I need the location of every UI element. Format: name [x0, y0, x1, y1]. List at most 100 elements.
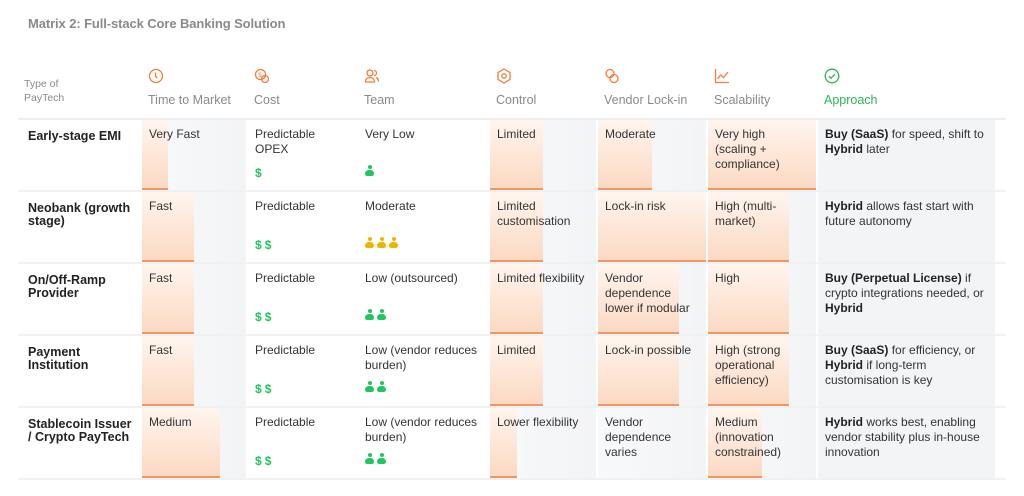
- time-to-market-level-bar: [142, 264, 194, 334]
- control-cell: Limited: [490, 336, 596, 406]
- approach-cell: Hybrid works best, enabling vendor stabi…: [818, 408, 995, 478]
- person-icon: [377, 237, 386, 248]
- column-header: Approach: [818, 64, 995, 118]
- control-value: Limited customisation: [497, 199, 571, 228]
- approach-text: if long-term customisation is key: [825, 358, 933, 387]
- control-level-bar: [490, 120, 543, 190]
- scalability-value: High (multi-market): [715, 199, 777, 228]
- approach-emphasis: Hybrid: [825, 199, 864, 213]
- team-value: Low (vendor reduces burden): [365, 343, 478, 372]
- spacer: [995, 64, 1006, 118]
- team-cell: Very Low: [358, 120, 490, 190]
- coins-icon: $: [254, 68, 270, 84]
- hexagon-gear-icon: [496, 68, 512, 84]
- cost-cell: Predictable $ $: [248, 336, 358, 406]
- team-size-rating: [365, 453, 386, 464]
- cost-cell: Predictable $ $: [248, 192, 358, 262]
- users-icon: [364, 68, 380, 84]
- control-level-bar: [490, 336, 543, 406]
- scalability-level-bar: [708, 408, 762, 478]
- scalability-value: Very high (scaling + compliance): [715, 127, 780, 171]
- scalability-value: Medium (innovation constrained): [715, 415, 782, 459]
- approach-text: for speed, shift to: [888, 127, 984, 141]
- column-header: Scalability: [708, 64, 818, 118]
- svg-text:$: $: [258, 73, 262, 79]
- column-header-label: Approach: [824, 93, 878, 107]
- cost-cell: Predictable $ $: [248, 408, 358, 478]
- cost-value: Predictable: [255, 271, 316, 285]
- team-size-rating: [365, 309, 386, 320]
- scalability-cell: High (multi-market): [708, 192, 816, 262]
- time-to-market-value: Fast: [149, 199, 173, 213]
- spacer: [995, 192, 1006, 262]
- vendor-lock-in-value: Lock-in possible: [605, 343, 692, 357]
- time-to-market-level-bar: [142, 120, 168, 190]
- dollar-icon: $: [264, 310, 272, 324]
- vendor-lock-in-cell: Lock-in risk: [598, 192, 706, 262]
- column-header: Time to Market: [142, 64, 248, 118]
- control-value: Lower flexibility: [497, 415, 579, 429]
- approach-emphasis: Buy (SaaS): [825, 127, 889, 141]
- control-cell: Lower flexibility: [490, 408, 596, 478]
- approach-text: allows fast start with future autonomy: [825, 199, 974, 228]
- person-icon: [365, 237, 374, 248]
- column-header-label: Time to Market: [148, 93, 231, 107]
- team-value: Moderate: [365, 199, 416, 213]
- vendor-lock-in-level-bar: [598, 264, 679, 334]
- column-header: Vendor Lock-in: [598, 64, 708, 118]
- vendor-lock-in-level-bar: [598, 192, 706, 262]
- vendor-lock-in-level-bar: [598, 336, 679, 406]
- dollar-icon: $: [264, 454, 272, 468]
- comparison-matrix: Type of PayTech Time to Market $ Cost Team Co…: [18, 64, 1006, 480]
- column-header: $ Cost: [248, 64, 358, 118]
- person-icon: [377, 381, 386, 392]
- table-row: Payment Institution Fast Predictable $ $ Low …: [18, 336, 1006, 408]
- dollar-icon: $: [255, 454, 262, 468]
- column-header: Control: [490, 64, 598, 118]
- time-to-market-value: Fast: [149, 271, 173, 285]
- person-icon: [365, 165, 374, 176]
- cost-value: Predictable: [255, 415, 316, 429]
- time-to-market-cell: Fast: [142, 336, 246, 406]
- column-header-label: Vendor Lock-in: [604, 93, 688, 107]
- scalability-level-bar: [708, 192, 789, 262]
- team-size-rating: [365, 237, 398, 248]
- scalability-cell: Very high (scaling + compliance): [708, 120, 816, 190]
- vendor-lock-in-level-bar: [598, 120, 652, 190]
- time-to-market-level-bar: [142, 336, 194, 406]
- header-row: Type of PayTech Time to Market $ Cost Team Co…: [18, 64, 1006, 120]
- vendor-lock-in-value: Lock-in risk: [605, 199, 666, 213]
- column-header-label: Team: [364, 93, 395, 107]
- cost-rating: $ $: [255, 238, 271, 253]
- scalability-cell: Medium (innovation constrained): [708, 408, 816, 478]
- spacer: [995, 120, 1006, 190]
- team-value: Very Low: [365, 127, 415, 141]
- team-value: Low (vendor reduces burden): [365, 415, 478, 444]
- scalability-level-bar: [708, 120, 816, 190]
- approach-cell: Buy (SaaS) for efficiency, or Hybrid if …: [818, 336, 995, 406]
- dollar-icon: $: [255, 382, 262, 396]
- scalability-level-bar: [708, 336, 789, 406]
- control-level-bar: [490, 264, 543, 334]
- table-row: Early-stage EMI Very Fast Predictable OPEX…: [18, 120, 1006, 192]
- team-cell: Low (outsourced): [358, 264, 490, 334]
- clock-icon: [148, 68, 164, 84]
- paytech-type: Payment Institution: [28, 345, 89, 372]
- cost-cell: Predictable $ $: [248, 264, 358, 334]
- cost-rating: $: [255, 166, 262, 181]
- page-title: Matrix 2: Full-stack Core Banking Soluti…: [28, 16, 286, 31]
- control-level-bar: [490, 192, 543, 262]
- person-icon: [377, 453, 386, 464]
- approach-cell: Hybrid allows fast start with future aut…: [818, 192, 995, 262]
- approach-emphasis: Hybrid: [825, 358, 864, 372]
- table-row: On/Off-Ramp Provider Fast Predictable $ $ Low…: [18, 264, 1006, 336]
- team-size-rating: [365, 165, 374, 176]
- approach-emphasis: Buy (Perpetual License): [825, 271, 962, 285]
- time-to-market-cell: Very Fast: [142, 120, 246, 190]
- person-icon: [365, 309, 374, 320]
- time-to-market-level-bar: [142, 408, 220, 478]
- time-to-market-cell: Fast: [142, 192, 246, 262]
- column-header-label: Scalability: [714, 93, 771, 107]
- time-to-market-cell: Fast: [142, 264, 246, 334]
- dollar-icon: $: [255, 238, 262, 252]
